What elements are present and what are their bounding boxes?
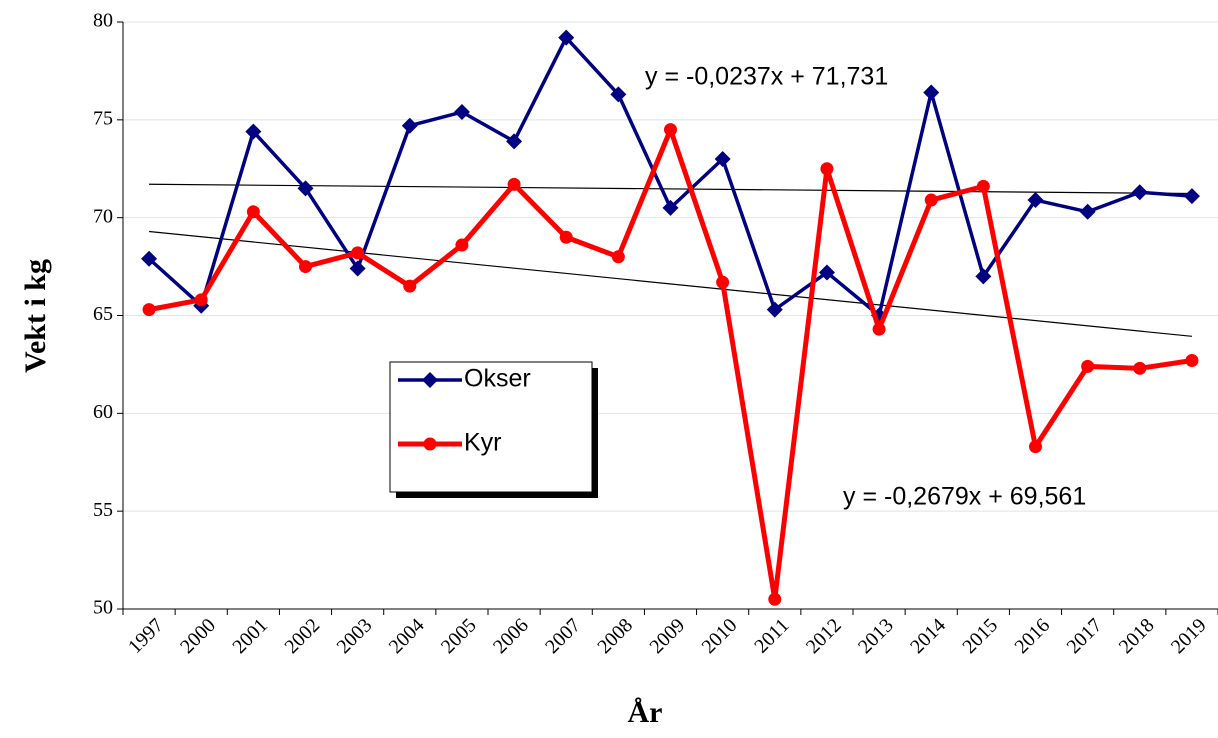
marker <box>664 123 677 137</box>
marker <box>923 84 940 101</box>
marker <box>1027 192 1044 209</box>
marker <box>506 133 523 150</box>
marker <box>1185 354 1199 368</box>
marker <box>768 592 782 606</box>
x-tick-label: 2007 <box>541 614 585 658</box>
x-tick-label: 2003 <box>333 614 377 658</box>
marker <box>1079 203 1096 220</box>
marker <box>401 117 418 134</box>
marker <box>455 238 469 252</box>
marker <box>1029 440 1042 454</box>
marker <box>453 104 470 121</box>
x-tick-label: 2017 <box>1063 614 1107 658</box>
y-tick-label: 75 <box>93 107 113 129</box>
x-tick-label: 2011 <box>750 614 793 657</box>
x-tick-label: 2004 <box>385 614 429 658</box>
x-tick-label: 2016 <box>1010 614 1054 658</box>
marker <box>1081 359 1095 373</box>
y-tick-label: 70 <box>93 205 113 227</box>
x-tick-label: 2010 <box>698 614 742 658</box>
marker <box>924 193 938 207</box>
y-tick-label: 55 <box>93 499 113 521</box>
y-tick-label: 65 <box>93 303 113 325</box>
marker <box>351 246 365 260</box>
y-tick-label: 80 <box>93 10 113 32</box>
marker <box>558 29 575 46</box>
x-tick-label: 2018 <box>1115 614 1159 658</box>
marker <box>194 293 208 307</box>
marker <box>1133 361 1147 375</box>
marker <box>716 275 730 289</box>
marker <box>245 123 262 140</box>
x-tick-label: 2000 <box>176 614 220 658</box>
marker <box>714 150 731 167</box>
y-tick-label: 60 <box>93 401 113 423</box>
legend-box <box>389 361 593 493</box>
legend-marker <box>423 437 437 451</box>
marker <box>142 303 156 317</box>
y-tick-label: 50 <box>93 597 113 619</box>
x-tick-label: 2014 <box>906 614 950 658</box>
marker <box>349 260 366 277</box>
x-tick-label: 2015 <box>958 614 1002 658</box>
x-tick-label: 2002 <box>280 614 324 658</box>
legend-label: Okser <box>464 365 531 393</box>
legend-label: Kyr <box>464 429 502 457</box>
x-tick-label: 2001 <box>228 614 272 658</box>
x-tick-label: 2008 <box>593 614 637 658</box>
marker <box>1131 184 1148 201</box>
marker <box>662 199 679 216</box>
marker <box>766 301 783 318</box>
x-tick-label: 2006 <box>489 614 533 658</box>
marker <box>818 264 835 281</box>
x-tick-label: 1997 <box>124 614 168 658</box>
marker <box>299 260 312 274</box>
marker <box>610 86 627 103</box>
trendline <box>149 183 1192 195</box>
legend-marker <box>422 372 438 388</box>
marker <box>403 279 417 293</box>
x-tick-label: 2009 <box>645 614 689 658</box>
x-tick-label: 2013 <box>854 614 898 658</box>
marker <box>297 180 314 197</box>
marker <box>1183 188 1200 205</box>
x-tick-label: 2005 <box>437 614 481 658</box>
marker <box>507 177 521 191</box>
x-axis-title: År <box>628 696 663 729</box>
trendline-equation: y = -0,0237x + 71,731 <box>645 63 888 91</box>
trendline <box>149 230 1192 337</box>
marker <box>246 205 260 219</box>
y-axis-title: Vekt i kg <box>19 259 52 373</box>
marker <box>976 179 990 193</box>
marker <box>611 250 625 264</box>
marker <box>820 162 834 176</box>
x-tick-label: 2019 <box>1167 614 1211 658</box>
trendline-equation: y = -0,2679x + 69,561 <box>843 483 1086 511</box>
marker <box>872 322 886 336</box>
marker <box>975 268 992 285</box>
marker <box>141 250 158 267</box>
marker <box>559 230 573 244</box>
x-tick-label: 2012 <box>802 614 846 658</box>
